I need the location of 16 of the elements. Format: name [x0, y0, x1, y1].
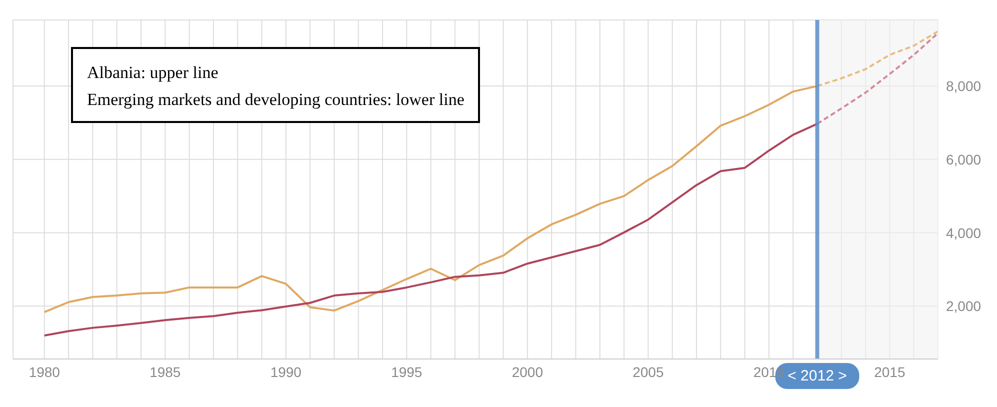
y-tick-label: 8,000 — [946, 78, 982, 94]
y-tick-label: 6,000 — [946, 151, 982, 168]
line-series — [816, 32, 938, 125]
ref-line-label: < 2012 > — [788, 368, 848, 384]
x-tick-label: 1980 — [28, 364, 60, 380]
x-tick-label: 1985 — [150, 364, 181, 380]
y-tick-label: 2,000 — [946, 298, 982, 314]
x-tick-label: 2015 — [874, 364, 906, 380]
annotation: Albania: upper line — [87, 62, 220, 84]
x-tick-label: 2000 — [512, 364, 544, 380]
line-series — [816, 30, 938, 88]
y-tick-label: 4,000 — [946, 224, 982, 241]
x-tick-label: 2005 — [632, 364, 664, 380]
x-tick-label: 1995 — [391, 364, 422, 380]
annotation: Emerging markets and developing countries: lower line — [87, 89, 464, 111]
x-tick-label: 1990 — [270, 364, 302, 380]
